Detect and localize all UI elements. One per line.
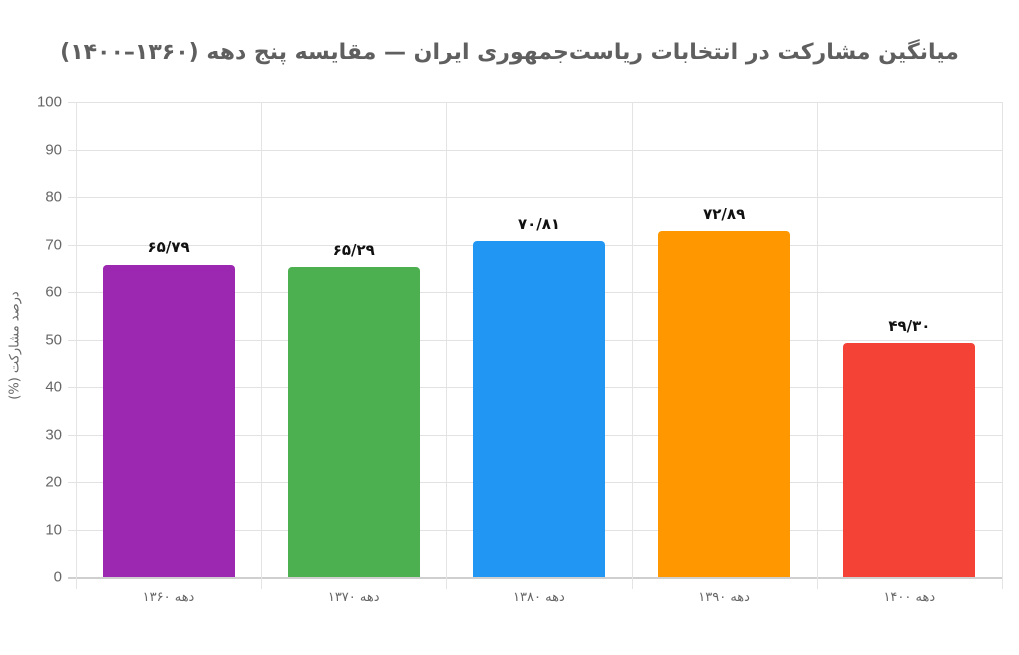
gridline-x	[76, 102, 77, 589]
gridline-x	[261, 102, 263, 589]
gridline-y	[68, 102, 1002, 103]
gridline-x	[1002, 102, 1003, 589]
bar[interactable]	[843, 342, 976, 577]
y-tick-label: 90	[45, 141, 62, 158]
chart-title: میانگین مشارکت در انتخابات ریاست‌جمهوری …	[60, 40, 959, 65]
y-tick-label: 80	[45, 188, 62, 206]
bar[interactable]	[287, 266, 420, 577]
x-tick-label: دهه ۱۳۸۰	[513, 590, 565, 605]
gridline-y	[68, 577, 1002, 579]
gridline-y	[68, 149, 1002, 151]
bar[interactable]	[102, 264, 235, 577]
gridline-x	[446, 102, 448, 589]
bar-value-label: ۶۵/۷۹	[147, 238, 190, 257]
gridline-x	[816, 102, 818, 589]
y-tick-label: 50	[45, 331, 62, 348]
gridline-y	[68, 197, 1002, 198]
bar[interactable]	[473, 240, 605, 577]
y-tick-label: 40	[45, 378, 62, 396]
bar-value-label: ۷۰/۸۱	[517, 214, 561, 233]
bar-value-label: ۷۲/۸۹	[703, 204, 746, 223]
plot-area: ۶۵/۷۹ ۶۵/۲۹ ۷۰/۸۱ ۷۲/۸۹ ۴۹/۳۰	[68, 102, 1003, 589]
x-tick-label: دهه ۱۳۹۰	[698, 590, 750, 605]
y-tick-label: 70	[45, 236, 62, 253]
y-tick-label: 20	[45, 473, 62, 491]
x-tick-label: دهه ۱۳۶۰	[142, 590, 195, 605]
y-tick-label: 10	[45, 521, 62, 538]
bar-value-label: ۶۵/۲۹	[332, 240, 375, 259]
y-tick-label: 30	[45, 426, 62, 443]
bar-value-label: ۴۹/۳۰	[888, 316, 931, 335]
x-tick-label: دهه ۱۴۰۰	[883, 590, 936, 605]
bar[interactable]	[658, 230, 791, 577]
x-tick-label: دهه ۱۳۷۰	[327, 590, 380, 605]
y-tick-label: 0	[53, 568, 62, 586]
gridline-x	[631, 102, 633, 589]
y-tick-label: 60	[45, 283, 62, 301]
y-tick-label: 100	[36, 93, 62, 111]
